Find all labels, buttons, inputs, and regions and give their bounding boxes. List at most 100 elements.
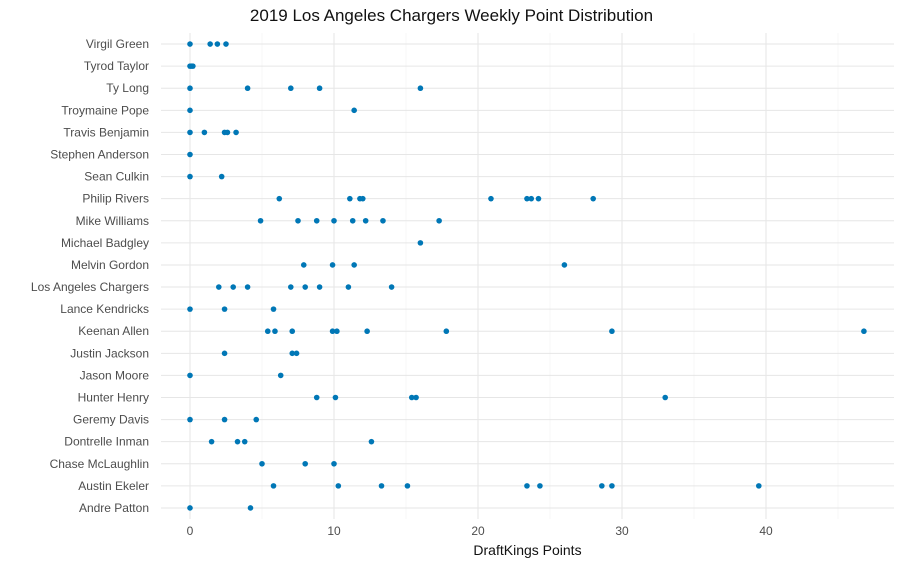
- data-point: [662, 394, 668, 401]
- data-point: [443, 328, 450, 335]
- data-point: [277, 372, 284, 379]
- y-tick-label: Travis Benjamin: [63, 125, 149, 139]
- data-point: [331, 460, 337, 467]
- data-point: [293, 350, 300, 357]
- data-point: [221, 306, 228, 312]
- data-point: [233, 129, 239, 136]
- data-point: [187, 85, 193, 92]
- data-point: [316, 284, 323, 290]
- data-point: [187, 41, 193, 47]
- data-point: [187, 129, 193, 136]
- data-point: [295, 217, 301, 224]
- data-point: [221, 416, 228, 423]
- data-point: [187, 151, 193, 158]
- data-point: [537, 483, 543, 489]
- data-point: [230, 284, 236, 290]
- data-point: [329, 328, 336, 335]
- data-point: [223, 41, 229, 47]
- y-tick-label: Lance Kendricks: [60, 302, 149, 316]
- data-point: [241, 438, 248, 445]
- data-point: [609, 483, 615, 489]
- data-point: [599, 483, 605, 489]
- data-point: [331, 217, 337, 224]
- data-point: [300, 262, 307, 268]
- x-tick-label: 40: [759, 524, 773, 538]
- x-tick-label: 0: [187, 524, 194, 538]
- x-axis-title: DraftKings Points: [473, 542, 582, 558]
- data-point: [345, 284, 352, 290]
- y-tick-label: Philip Rivers: [82, 192, 149, 206]
- x-tick-label: 10: [327, 524, 341, 538]
- data-point: [436, 217, 442, 224]
- data-point: [276, 195, 283, 202]
- data-point: [413, 394, 419, 401]
- data-point: [187, 107, 193, 114]
- y-tick-label: Troymaine Pope: [61, 103, 149, 117]
- data-point: [347, 195, 353, 202]
- y-tick-label: Andre Patton: [79, 501, 149, 515]
- data-point: [380, 217, 386, 224]
- y-tick-label: Hunter Henry: [78, 391, 149, 405]
- x-tick-label: 30: [615, 524, 629, 538]
- y-tick-labels: Andre Patton Austin Ekeler Chase McLaughli…: [31, 37, 149, 515]
- data-point: [221, 350, 228, 357]
- data-point: [187, 306, 193, 312]
- data-point: [302, 460, 309, 467]
- data-point: [404, 483, 411, 489]
- data-point: [234, 438, 241, 445]
- data-point: [224, 129, 231, 136]
- data-point: [417, 240, 424, 246]
- data-point: [207, 41, 213, 47]
- y-tick-label: Virgil Green: [86, 37, 149, 51]
- data-point: [524, 483, 530, 489]
- data-point: [272, 328, 278, 335]
- y-tick-label: Dontrelle Inman: [64, 435, 149, 449]
- data-point: [351, 262, 357, 268]
- data-point: [332, 394, 339, 401]
- y-tick-label: Stephen Anderson: [50, 148, 149, 162]
- data-point: [244, 284, 251, 290]
- data-point: [201, 129, 208, 136]
- data-point: [334, 328, 340, 335]
- data-point: [244, 85, 251, 92]
- data-point: [360, 195, 366, 202]
- data-point: [288, 284, 294, 290]
- data-point: [216, 284, 222, 290]
- data-point: [528, 195, 535, 202]
- x-tick-labels: 0 10 20 30 40: [187, 524, 773, 538]
- data-points: [187, 41, 867, 511]
- data-point: [289, 350, 296, 357]
- data-point: [364, 328, 370, 335]
- data-point: [289, 328, 296, 335]
- data-point: [270, 483, 277, 489]
- y-tick-label: Ty Long: [106, 81, 149, 95]
- data-point: [190, 63, 196, 69]
- data-point: [351, 107, 357, 114]
- data-point: [288, 85, 294, 92]
- data-point: [313, 217, 320, 224]
- data-point: [313, 394, 320, 401]
- data-point: [362, 217, 369, 224]
- data-point: [270, 306, 277, 312]
- data-point: [561, 262, 568, 268]
- data-point: [349, 217, 356, 224]
- data-point: [329, 262, 336, 268]
- x-tick-label: 20: [471, 524, 485, 538]
- y-tick-label: Michael Badgley: [61, 236, 149, 250]
- data-point: [378, 483, 385, 489]
- y-tick-label: Mike Williams: [76, 214, 149, 228]
- grid-layer: [161, 33, 894, 519]
- data-point: [417, 85, 424, 92]
- data-point: [187, 173, 193, 180]
- data-point: [609, 328, 615, 335]
- data-point: [214, 41, 221, 47]
- data-point: [187, 416, 193, 423]
- data-point: [756, 483, 762, 489]
- y-tick-label: Tyrod Taylor: [84, 59, 149, 73]
- y-tick-label: Los Angeles Chargers: [31, 280, 149, 294]
- y-tick-label: Austin Ekeler: [78, 479, 149, 493]
- y-tick-label: Chase McLaughlin: [50, 457, 149, 471]
- y-tick-label: Keenan Allen: [78, 324, 149, 338]
